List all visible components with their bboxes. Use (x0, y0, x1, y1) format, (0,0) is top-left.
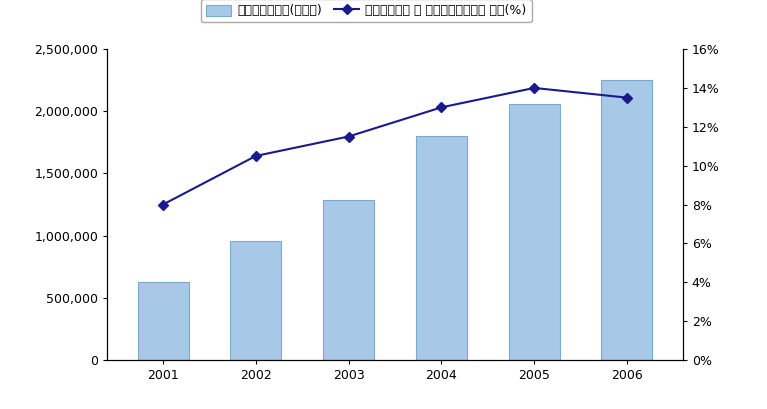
Bar (509, 104, 560, 360)
Bar (416, 136, 467, 360)
Bar (323, 200, 374, 360)
Legend: 기초연구개발비(백만원), 입연구개발비 중 기초연구개발비의 비중(%): 기초연구개발비(백만원), 입연구개발비 중 기초연구개발비의 비중(%) (201, 0, 532, 22)
Bar (230, 241, 281, 360)
Bar (137, 282, 189, 360)
Bar (601, 79, 653, 360)
